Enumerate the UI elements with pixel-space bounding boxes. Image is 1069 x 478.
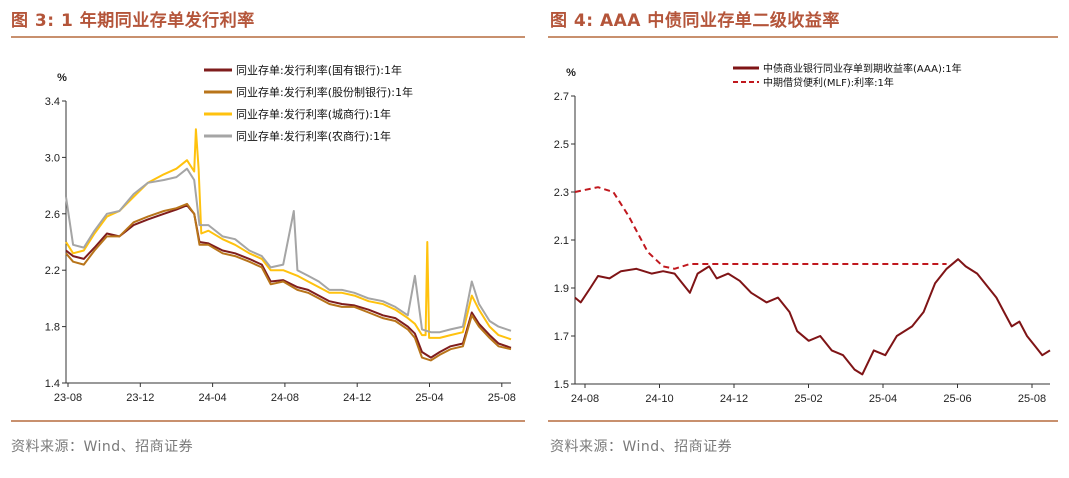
figure-title: 图 3: 1 年期同业存单发行利率: [11, 11, 255, 31]
series-line: [65, 128, 512, 341]
y-tick-label: 2.2: [45, 265, 60, 277]
x-tick-label: 25-04: [869, 393, 897, 405]
source-rule: [11, 420, 525, 422]
title-rule: [11, 36, 525, 38]
legend-label: 同业存单:发行利率(股份制银行):1年: [236, 85, 413, 99]
y-tick-label: 3.0: [45, 152, 60, 164]
y-tick-label: 2.6: [45, 209, 60, 221]
series-line: [65, 204, 512, 359]
x-tick-label: 25-08: [488, 392, 516, 404]
series-line: [65, 167, 512, 334]
x-tick-label: 25-06: [943, 393, 971, 405]
legend-label: 同业存单:发行利率(城商行):1年: [236, 107, 391, 121]
x-tick-label: 23-12: [126, 392, 154, 404]
x-tick-label: 25-08: [1018, 393, 1046, 405]
x-tick-label: 24-12: [720, 393, 748, 405]
line-chart: % 1.4 1.8 2.2 2.6 3.0 3.4 23-08 23-12 24-04 24-08 2…: [45, 63, 516, 404]
y-tick-label: 1.5: [554, 379, 569, 391]
x-tick-label: 25-04: [415, 392, 443, 404]
y-tick-label: 1.7: [554, 331, 569, 343]
y-tick-label: 2.7: [554, 91, 569, 103]
y-tick-label: 1.4: [45, 378, 60, 390]
chart-panel-right: 图 4: AAA 中债同业存单二级收益率 % 1.5 1.7 1.9 2.1 2.3 2.5…: [548, 0, 1069, 478]
x-tick-label: 25-02: [794, 393, 822, 405]
source-rule: [548, 420, 1058, 422]
figure-title: 图 4: AAA 中债同业存单二级收益率: [550, 11, 840, 31]
x-tick-label: 24-12: [343, 392, 371, 404]
x-tick-label: 24-10: [645, 393, 673, 405]
y-axis-unit: %: [566, 67, 576, 79]
y-axis-unit: %: [57, 72, 67, 84]
x-tick-label: 24-08: [271, 392, 299, 404]
y-tick-label: 1.9: [554, 283, 569, 295]
series-line: [65, 202, 512, 362]
chart-panel-left: 图 3: 1 年期同业存单发行利率 % 1.4 1.8 2.2 2.6 3.0 3.4 23-…: [0, 0, 530, 478]
source-note: 资料来源：Wind、招商证券: [550, 439, 733, 455]
source-note: 资料来源：Wind、招商证券: [11, 439, 194, 455]
legend-label: 中期借贷便利(MLF):利率:1年: [763, 76, 894, 89]
y-tick-label: 2.1: [554, 235, 569, 247]
line-chart: % 1.5 1.7 1.9 2.1 2.3 2.5 2.7 24-08 24-10 24-12 25-…: [554, 62, 1051, 405]
y-tick-label: 2.3: [554, 187, 569, 199]
legend: 同业存单:发行利率(国有银行):1年同业存单:发行利率(股份制银行):1年同业存…: [204, 63, 413, 143]
x-tick-label: 24-08: [571, 393, 599, 405]
legend-label: 同业存单:发行利率(国有银行):1年: [236, 63, 402, 77]
y-tick-label: 1.8: [45, 322, 60, 334]
series-line: [574, 258, 1051, 376]
y-tick-label: 2.5: [554, 139, 569, 151]
x-tick-label: 23-08: [54, 392, 82, 404]
series-line: [574, 186, 947, 270]
title-rule: [548, 36, 1058, 38]
legend-label: 中债商业银行同业存单到期收益率(AAA):1年: [763, 62, 962, 75]
legend-label: 同业存单:发行利率(农商行):1年: [236, 129, 391, 143]
x-tick-label: 24-04: [199, 392, 227, 404]
y-tick-label: 3.4: [45, 96, 60, 108]
